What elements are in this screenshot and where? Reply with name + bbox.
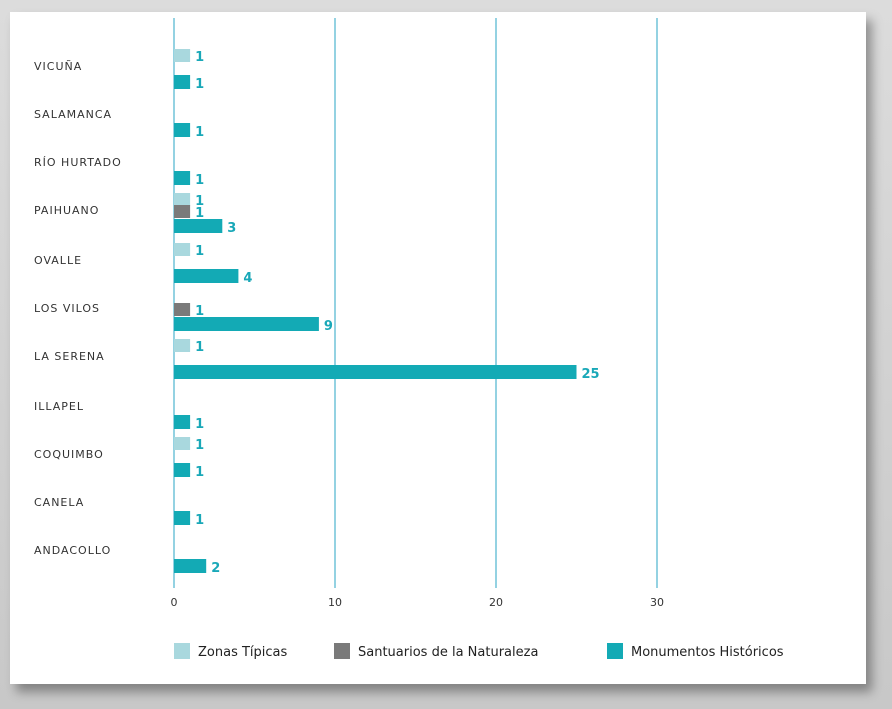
legend-swatch (607, 643, 623, 659)
data-label: 1 (195, 125, 204, 140)
x-tick-label-20: 20 (489, 596, 503, 609)
bar-monumentos (174, 219, 223, 233)
data-label: 1 (195, 244, 204, 259)
bar-monumentos (174, 123, 191, 137)
data-label: 1 (195, 50, 204, 65)
bar-monumentos (174, 415, 191, 429)
bar-monumentos (174, 511, 191, 525)
data-label: 25 (582, 367, 600, 382)
data-label: 1 (195, 417, 204, 432)
legend-label: Santuarios de la Naturaleza (358, 645, 538, 660)
category-label: ANDACOLLO (34, 544, 111, 557)
category-label: LA SERENA (34, 350, 105, 363)
x-tick-label-10: 10 (328, 596, 342, 609)
category-label: COQUIMBO (34, 448, 104, 461)
data-label: 1 (195, 206, 204, 221)
bar-zonas-tipicas (174, 49, 191, 62)
data-label: 9 (324, 319, 333, 334)
legend-swatch (334, 643, 350, 659)
bar-monumentos (174, 317, 319, 331)
x-tick-label-0: 0 (171, 596, 178, 609)
data-label: 2 (211, 561, 220, 576)
bar-monumentos (174, 463, 191, 477)
bar-monumentos (174, 75, 191, 89)
data-label: 3 (227, 221, 236, 236)
legend-label: Monumentos Históricos (631, 645, 784, 660)
data-label: 1 (195, 465, 204, 480)
legend-label: Zonas Típicas (198, 645, 288, 660)
chart-card (10, 12, 866, 684)
category-label: VICUÑA (34, 60, 82, 73)
data-label: 1 (195, 513, 204, 528)
category-label: RÍO HURTADO (34, 156, 122, 169)
bar-zonas-tipicas (174, 339, 191, 352)
data-label: 4 (243, 271, 252, 286)
category-label: OVALLE (34, 254, 82, 267)
bar-monumentos (174, 171, 191, 185)
bar-monumentos (174, 269, 239, 283)
data-label: 1 (195, 438, 204, 453)
bar-monumentos (174, 365, 577, 379)
data-label: 1 (195, 194, 204, 209)
category-label: PAIHUANO (34, 204, 99, 217)
bar-zonas-tipicas (174, 243, 191, 256)
bar-zonas-tipicas (174, 437, 191, 450)
category-label: SALAMANCA (34, 108, 112, 121)
bar-monumentos (174, 559, 207, 573)
data-label: 1 (195, 304, 204, 319)
data-label: 1 (195, 340, 204, 355)
category-label: LOS VILOS (34, 302, 100, 315)
bar-santuarios (174, 205, 191, 218)
legend-swatch (174, 643, 190, 659)
category-label: CANELA (34, 496, 84, 509)
bar-zonas-tipicas (174, 193, 191, 206)
bar-santuarios (174, 303, 191, 316)
data-label: 1 (195, 173, 204, 188)
x-tick-label-30: 30 (650, 596, 664, 609)
category-label: ILLAPEL (34, 400, 84, 413)
data-label: 1 (195, 77, 204, 92)
